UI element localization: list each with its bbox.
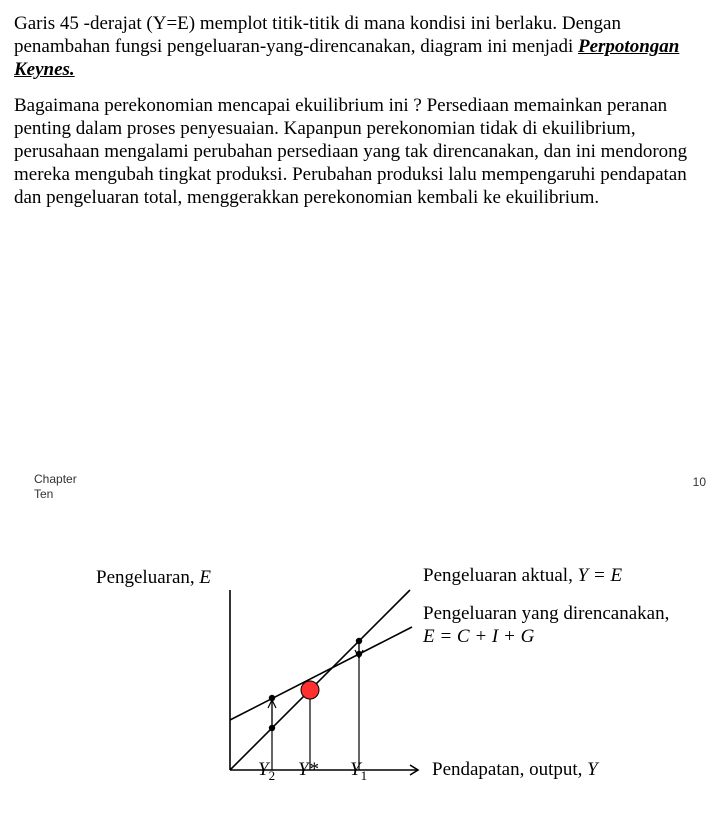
dot-left-on-45 (269, 725, 275, 731)
y-axis-label-text: Pengeluaran, (96, 567, 199, 588)
footer-page-number: 10 (693, 475, 706, 490)
planned-label-text: Pengeluaran yang direncanakan, (423, 603, 669, 624)
paragraph-1: Garis 45 -derajat (Y=E) memplot titik-ti… (14, 12, 706, 82)
dot-right-on-45 (356, 638, 362, 644)
actual-expenditure-label: Pengeluaran aktual, Y = E (423, 564, 622, 587)
footer-chapter-word: Chapter (34, 472, 77, 486)
x-axis-label-text: Pendapatan, output, (432, 759, 587, 780)
chart-svg (0, 280, 720, 820)
tick-y1-var: Y (350, 759, 361, 780)
dot-left-on-planned (269, 695, 275, 701)
planned-expenditure-label: Pengeluaran yang direncanakan, E = C + I… (423, 602, 713, 648)
footer-chapter-num: Ten (34, 487, 53, 501)
paragraph-2: Bagaimana perekonomian mencapai ekuilibr… (14, 94, 706, 210)
y-axis-label: Pengeluaran, E (96, 566, 211, 589)
equilibrium-point (301, 681, 319, 699)
actual-label-eq: Y = E (578, 565, 623, 586)
line-45-degree (230, 590, 410, 770)
planned-label-eq: E = C + I + G (423, 626, 534, 647)
tick-y2: Y2 (258, 758, 275, 784)
para1-text: Garis 45 -derajat (Y=E) memplot titik-ti… (14, 13, 621, 57)
planned-expenditure-line (230, 627, 412, 720)
tick-y2-sub: 2 (269, 768, 276, 783)
tick-y2-var: Y (258, 759, 269, 780)
dot-right-on-planned (356, 651, 362, 657)
tick-ystar: Y* (298, 758, 318, 781)
footer-chapter: Chapter Ten (34, 472, 77, 502)
para2-text: Bagaimana perekonomian mencapai ekuilibr… (14, 95, 687, 209)
y-axis-label-var: E (199, 567, 211, 588)
actual-label-text: Pengeluaran aktual, (423, 565, 578, 586)
tick-y1: Y1 (350, 758, 367, 784)
x-axis-label: Pendapatan, output, Y (432, 758, 598, 781)
keynesian-cross-chart: Pengeluaran, E Pengeluaran aktual, Y = E… (0, 280, 720, 530)
tick-y1-sub: 1 (361, 768, 368, 783)
x-axis-label-var: Y (587, 759, 598, 780)
